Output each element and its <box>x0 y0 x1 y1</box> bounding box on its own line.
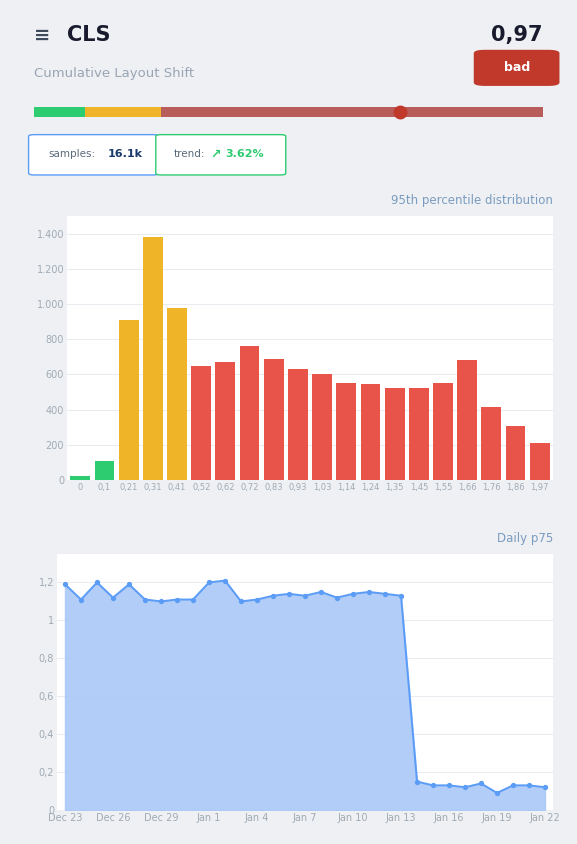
Bar <box>336 383 356 480</box>
Bar <box>264 359 284 480</box>
Text: 95th percentile distribution: 95th percentile distribution <box>391 194 553 207</box>
Bar <box>530 443 550 480</box>
Bar <box>192 365 211 480</box>
Bar <box>239 346 260 480</box>
Text: CLS: CLS <box>68 25 111 46</box>
Text: trend:: trend: <box>174 149 205 160</box>
FancyBboxPatch shape <box>29 135 159 175</box>
FancyBboxPatch shape <box>474 50 560 86</box>
Bar <box>385 388 404 480</box>
Bar <box>457 360 477 480</box>
Text: samples:: samples: <box>48 149 95 160</box>
Bar <box>312 375 332 480</box>
Bar <box>288 369 308 480</box>
Bar <box>95 461 114 480</box>
Bar <box>361 384 380 480</box>
Text: Cumulative Layout Shift: Cumulative Layout Shift <box>34 68 194 80</box>
Bar <box>433 383 453 480</box>
Text: Daily p75: Daily p75 <box>497 532 553 545</box>
Bar <box>70 477 90 480</box>
Text: 0,97: 0,97 <box>492 25 543 46</box>
Bar <box>167 308 187 480</box>
Text: ≡: ≡ <box>34 25 51 45</box>
Text: 3.62%: 3.62% <box>225 149 264 160</box>
Text: ↗: ↗ <box>210 148 220 161</box>
Bar <box>119 320 138 480</box>
Bar <box>505 426 526 480</box>
Bar <box>409 387 429 480</box>
Text: bad: bad <box>504 62 530 74</box>
Bar <box>215 362 235 480</box>
Bar <box>481 407 501 480</box>
Text: 16.1k: 16.1k <box>108 149 143 160</box>
Bar <box>143 237 163 480</box>
FancyBboxPatch shape <box>156 135 286 175</box>
